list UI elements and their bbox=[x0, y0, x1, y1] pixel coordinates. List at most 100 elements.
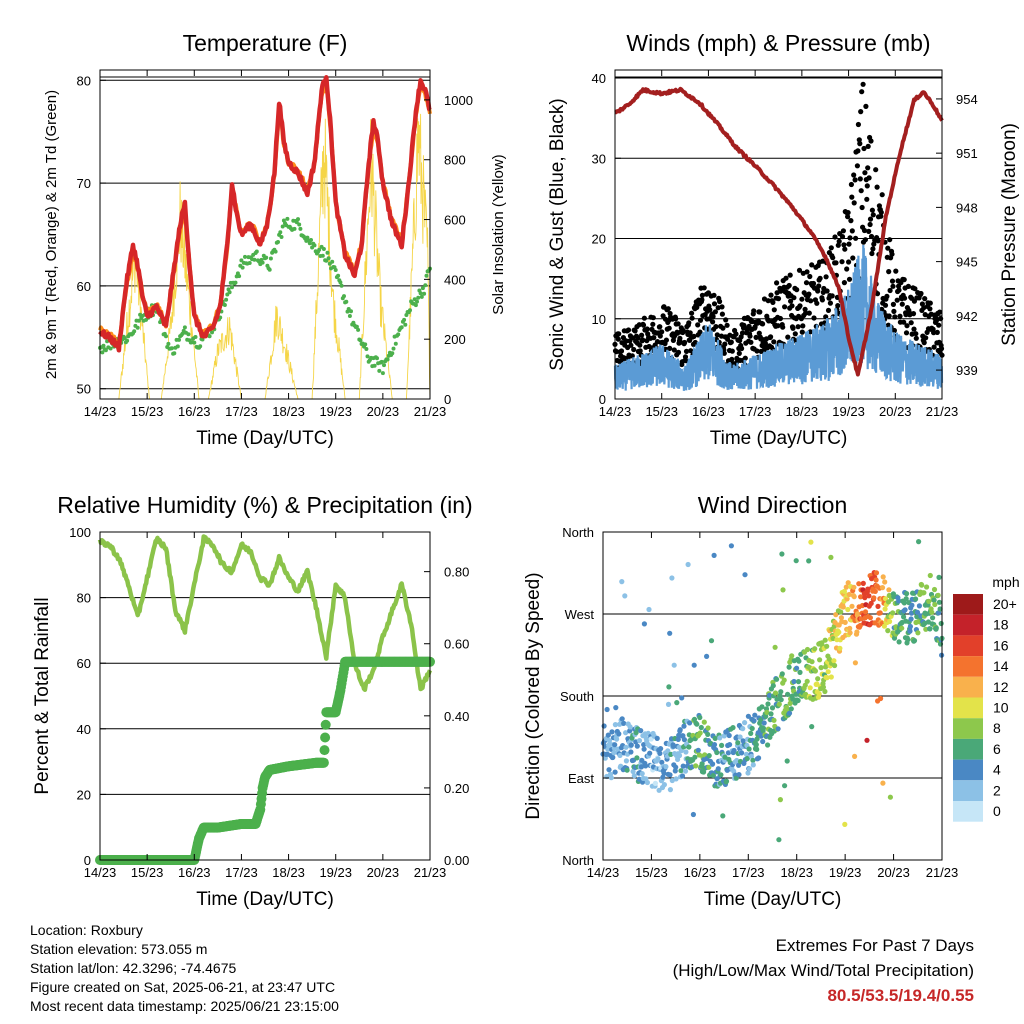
series-wind-direction-point bbox=[692, 754, 698, 760]
series-wind-direction-point bbox=[804, 646, 811, 653]
series-gust-point bbox=[891, 327, 898, 334]
y-tick-label: 0 bbox=[84, 853, 91, 868]
series-dewpoint-point bbox=[365, 354, 370, 359]
series-dewpoint-point bbox=[402, 317, 407, 322]
series-gust-point bbox=[896, 287, 902, 293]
series-wind-direction-point bbox=[683, 749, 689, 755]
series-gust-point bbox=[873, 167, 879, 173]
series-wind-direction-point bbox=[774, 696, 780, 702]
series-gust-point bbox=[796, 267, 803, 273]
series-wind-direction-point bbox=[927, 626, 933, 632]
series-wind-direction-point bbox=[837, 645, 843, 651]
series-wind-direction-point bbox=[911, 638, 918, 644]
series-wind-direction-point bbox=[677, 727, 683, 733]
series-gust-point bbox=[717, 298, 723, 305]
series-gust-point bbox=[864, 196, 870, 202]
series-wind-direction-point bbox=[641, 746, 647, 752]
x-tick-label: 16/23 bbox=[684, 865, 717, 880]
series-dewpoint-point bbox=[344, 299, 349, 304]
series-dewpoint-point bbox=[164, 334, 168, 339]
series-wind-direction-point bbox=[605, 746, 611, 752]
y-tick-label: North bbox=[562, 525, 594, 540]
series-gust-point bbox=[891, 308, 897, 314]
series-dewpoint-point bbox=[336, 273, 341, 278]
series-wind-direction-point bbox=[804, 678, 810, 684]
series-wind-direction-point bbox=[676, 752, 683, 759]
series-gust-point bbox=[789, 303, 795, 309]
series-wind-direction-point bbox=[628, 749, 634, 755]
series-wind-direction-point bbox=[787, 700, 793, 707]
series-gust-point bbox=[848, 181, 855, 188]
series-gust-point bbox=[890, 301, 897, 307]
series-wind-direction-point bbox=[838, 615, 845, 621]
y-tick-label: South bbox=[560, 689, 594, 704]
y-tick-label: 80 bbox=[77, 591, 91, 606]
series-wind-direction-point bbox=[744, 755, 750, 762]
series-wind-direction-point bbox=[938, 620, 944, 627]
series-wind-direction-point bbox=[786, 710, 793, 716]
x-tick-label: 16/23 bbox=[178, 865, 211, 880]
series-gust-point bbox=[857, 176, 863, 182]
series-dewpoint-point bbox=[354, 324, 359, 329]
series-gust-point bbox=[878, 213, 884, 219]
series-gust-point bbox=[639, 332, 645, 338]
y2-axis-label: Solar Insolation (Yellow) bbox=[490, 154, 507, 314]
series-wind-direction-point bbox=[675, 756, 681, 763]
series-gust-point bbox=[901, 277, 907, 283]
series-gust-point bbox=[657, 333, 663, 339]
series-gust-point bbox=[814, 300, 820, 306]
series-gust-point bbox=[870, 212, 876, 218]
series-precipitation-point bbox=[320, 732, 331, 743]
series-wind-direction-point bbox=[828, 554, 834, 561]
series-gust-point bbox=[736, 350, 742, 356]
series-gust-point bbox=[770, 299, 776, 305]
series-gust-point bbox=[816, 283, 822, 289]
series-dewpoint-point bbox=[380, 371, 385, 376]
series-dewpoint-point bbox=[363, 342, 368, 347]
series-wind-direction-point bbox=[880, 574, 886, 580]
series-wind-direction-point bbox=[795, 697, 801, 704]
series-gust-point bbox=[890, 283, 896, 289]
series-gust-point bbox=[688, 348, 694, 354]
series-gust-point bbox=[785, 334, 791, 340]
series-wind-direction-point bbox=[669, 575, 675, 581]
series-wind-direction-point bbox=[737, 734, 743, 740]
y-tick-label: 60 bbox=[77, 656, 91, 671]
series-wind-direction-point bbox=[936, 574, 942, 581]
series-wind-direction-point bbox=[937, 606, 943, 612]
series-gust-point bbox=[751, 308, 757, 314]
series-gust-point bbox=[851, 200, 857, 206]
series-gust-point bbox=[803, 280, 810, 286]
x-tick-label: 18/23 bbox=[272, 404, 305, 419]
series-wind-direction-point bbox=[759, 704, 765, 710]
x-tick-label: 14/23 bbox=[587, 865, 620, 880]
series-wind-direction-point bbox=[617, 752, 623, 759]
series-dewpoint-point bbox=[347, 314, 352, 318]
series-gust-point bbox=[887, 287, 893, 294]
series-wind-direction-point bbox=[673, 764, 679, 770]
series-gust-point bbox=[862, 237, 869, 243]
x-tick-label: 21/23 bbox=[926, 865, 959, 880]
series-wind-direction-point bbox=[614, 736, 620, 742]
series-wind-direction-point bbox=[670, 743, 677, 749]
series-wind-direction-point bbox=[628, 742, 634, 748]
series-gust-point bbox=[680, 327, 686, 334]
series-wind-direction-point bbox=[815, 676, 821, 682]
series-gust-point bbox=[699, 292, 706, 298]
series-wind-direction-point bbox=[680, 733, 686, 739]
series-gust-point bbox=[849, 228, 855, 234]
series-gust-point bbox=[850, 255, 856, 261]
series-gust-point bbox=[842, 246, 848, 252]
series-gust-point bbox=[887, 237, 893, 243]
series-gust-point bbox=[858, 188, 864, 194]
x-tick-label: 17/23 bbox=[225, 404, 258, 419]
series-dewpoint-point bbox=[413, 303, 418, 308]
series-wind-direction-point bbox=[852, 753, 858, 760]
series-wind-direction-point bbox=[774, 676, 780, 682]
series-wind-direction-point bbox=[639, 771, 645, 777]
series-wind-direction-point bbox=[793, 558, 799, 564]
series-dewpoint-point bbox=[230, 285, 234, 290]
series-gust-point bbox=[807, 273, 813, 280]
series-wind-direction-point bbox=[697, 730, 703, 736]
